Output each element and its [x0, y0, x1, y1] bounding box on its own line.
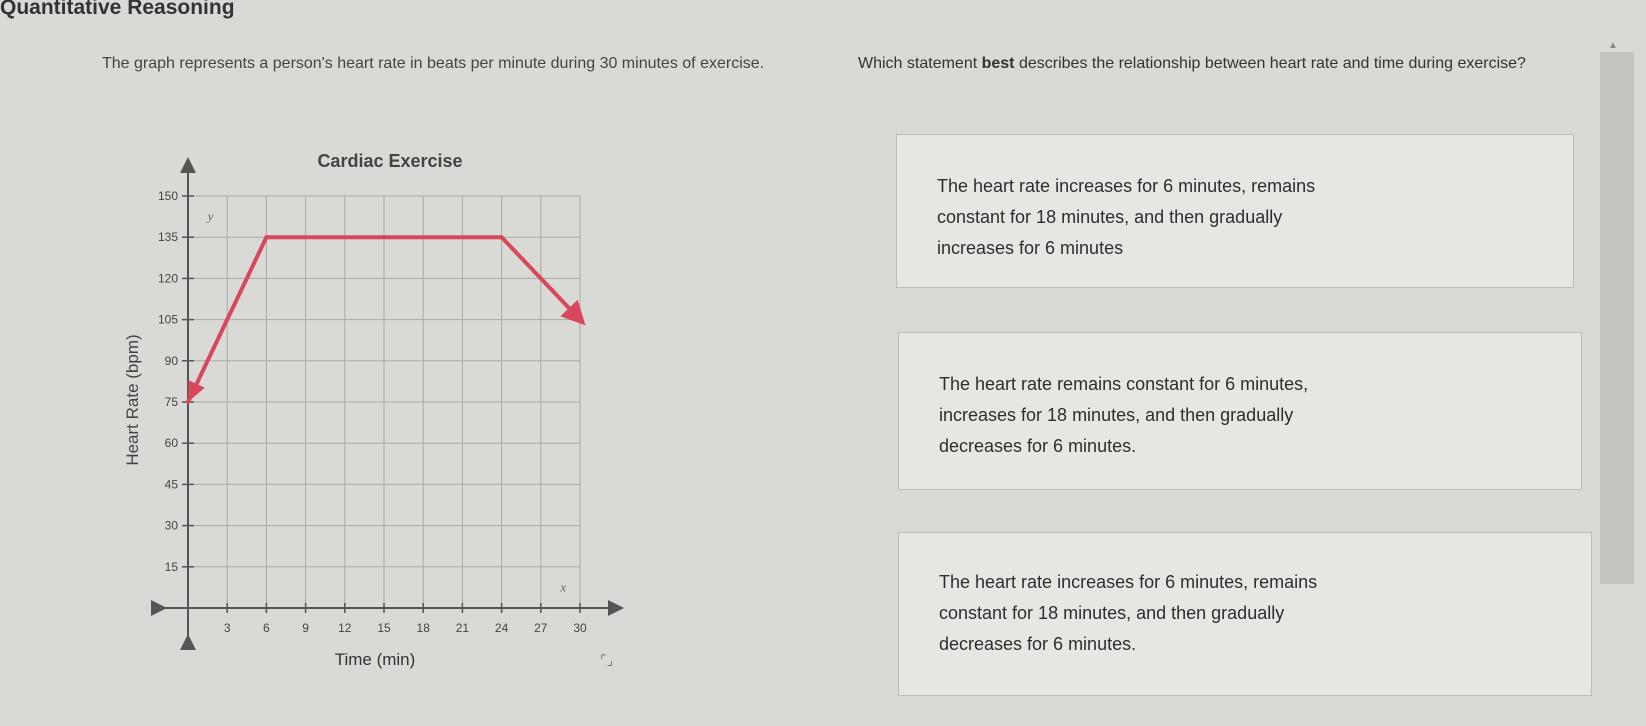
x-axis-label: Time (min)	[335, 650, 416, 669]
series-segment	[499, 235, 586, 326]
x-tick-label: 3	[224, 621, 231, 635]
y-tick-label: 15	[165, 560, 179, 574]
x-tick-label: 27	[534, 621, 548, 635]
x-tick-label: 6	[263, 621, 270, 635]
x-tick-label: 12	[338, 621, 352, 635]
series-start-arrow	[188, 380, 205, 402]
choice-text: increases for 18 minutes, and then gradu…	[939, 405, 1294, 425]
question-emphasis: best	[981, 55, 1015, 72]
question-part: Which statement	[858, 55, 982, 72]
chart-title: Cardiac Exercise	[317, 151, 462, 171]
choice-text: constant for 18 minutes, and then gradua…	[939, 603, 1285, 623]
series-segment	[186, 235, 269, 404]
x-tick-label: 30	[573, 621, 587, 635]
x-tick-label: 18	[417, 621, 431, 635]
answer-choice-a[interactable]: The heart rate increases for 6 minutes, …	[896, 134, 1574, 288]
choice-text: The heart rate increases for 6 minutes, …	[937, 176, 1316, 196]
x-tick-label: 21	[456, 621, 470, 635]
choice-text: constant for 18 minutes, and then gradua…	[937, 207, 1283, 227]
question-text: Which statement best describes the relat…	[858, 50, 1578, 78]
page-title: Quantitative Reasoning	[0, 0, 235, 19]
y-axis-label: Heart Rate (bpm)	[123, 334, 142, 465]
y-tick-label: 60	[165, 436, 179, 450]
choice-text: The heart rate increases for 6 minutes, …	[939, 572, 1318, 592]
y-tick-label: 30	[165, 519, 179, 533]
x-tick-label: 24	[495, 621, 509, 635]
choice-text: increases for 6 minutes	[937, 238, 1124, 258]
y-tick-label: 45	[165, 477, 179, 491]
answer-choice-b[interactable]: The heart rate remains constant for 6 mi…	[898, 332, 1582, 490]
scroll-up-icon[interactable]: ▲	[1608, 40, 1618, 51]
choice-text: The heart rate remains constant for 6 mi…	[939, 374, 1309, 394]
question-part: describes the relationship between heart…	[1014, 55, 1526, 72]
y-tick-label: 135	[158, 230, 178, 244]
x-tick-label: 15	[377, 621, 391, 635]
choice-text: decreases for 6 minutes.	[939, 634, 1137, 654]
choice-text: decreases for 6 minutes.	[939, 436, 1137, 456]
x-axis-letter: x	[559, 580, 566, 595]
answer-choice-c[interactable]: The heart rate increases for 6 minutes, …	[898, 532, 1592, 696]
y-tick-label: 150	[158, 189, 178, 203]
y-tick-label: 90	[165, 354, 179, 368]
scrollbar[interactable]	[1600, 52, 1634, 584]
cardiac-exercise-chart: 3 6 9 12 15 18 21 24 27 30 15 30 45 60 75 90 105 120 135 15…	[123, 151, 624, 669]
y-tick-label: 105	[158, 313, 178, 327]
y-axis-letter: y	[206, 209, 214, 224]
y-tick-label: 120	[158, 271, 178, 285]
y-tick-label: 75	[165, 395, 179, 409]
x-tick-label: 9	[302, 621, 309, 635]
question-stem: The graph represents a person's heart ra…	[102, 55, 765, 72]
expand-icon[interactable]: ⌜⌟	[600, 652, 614, 668]
